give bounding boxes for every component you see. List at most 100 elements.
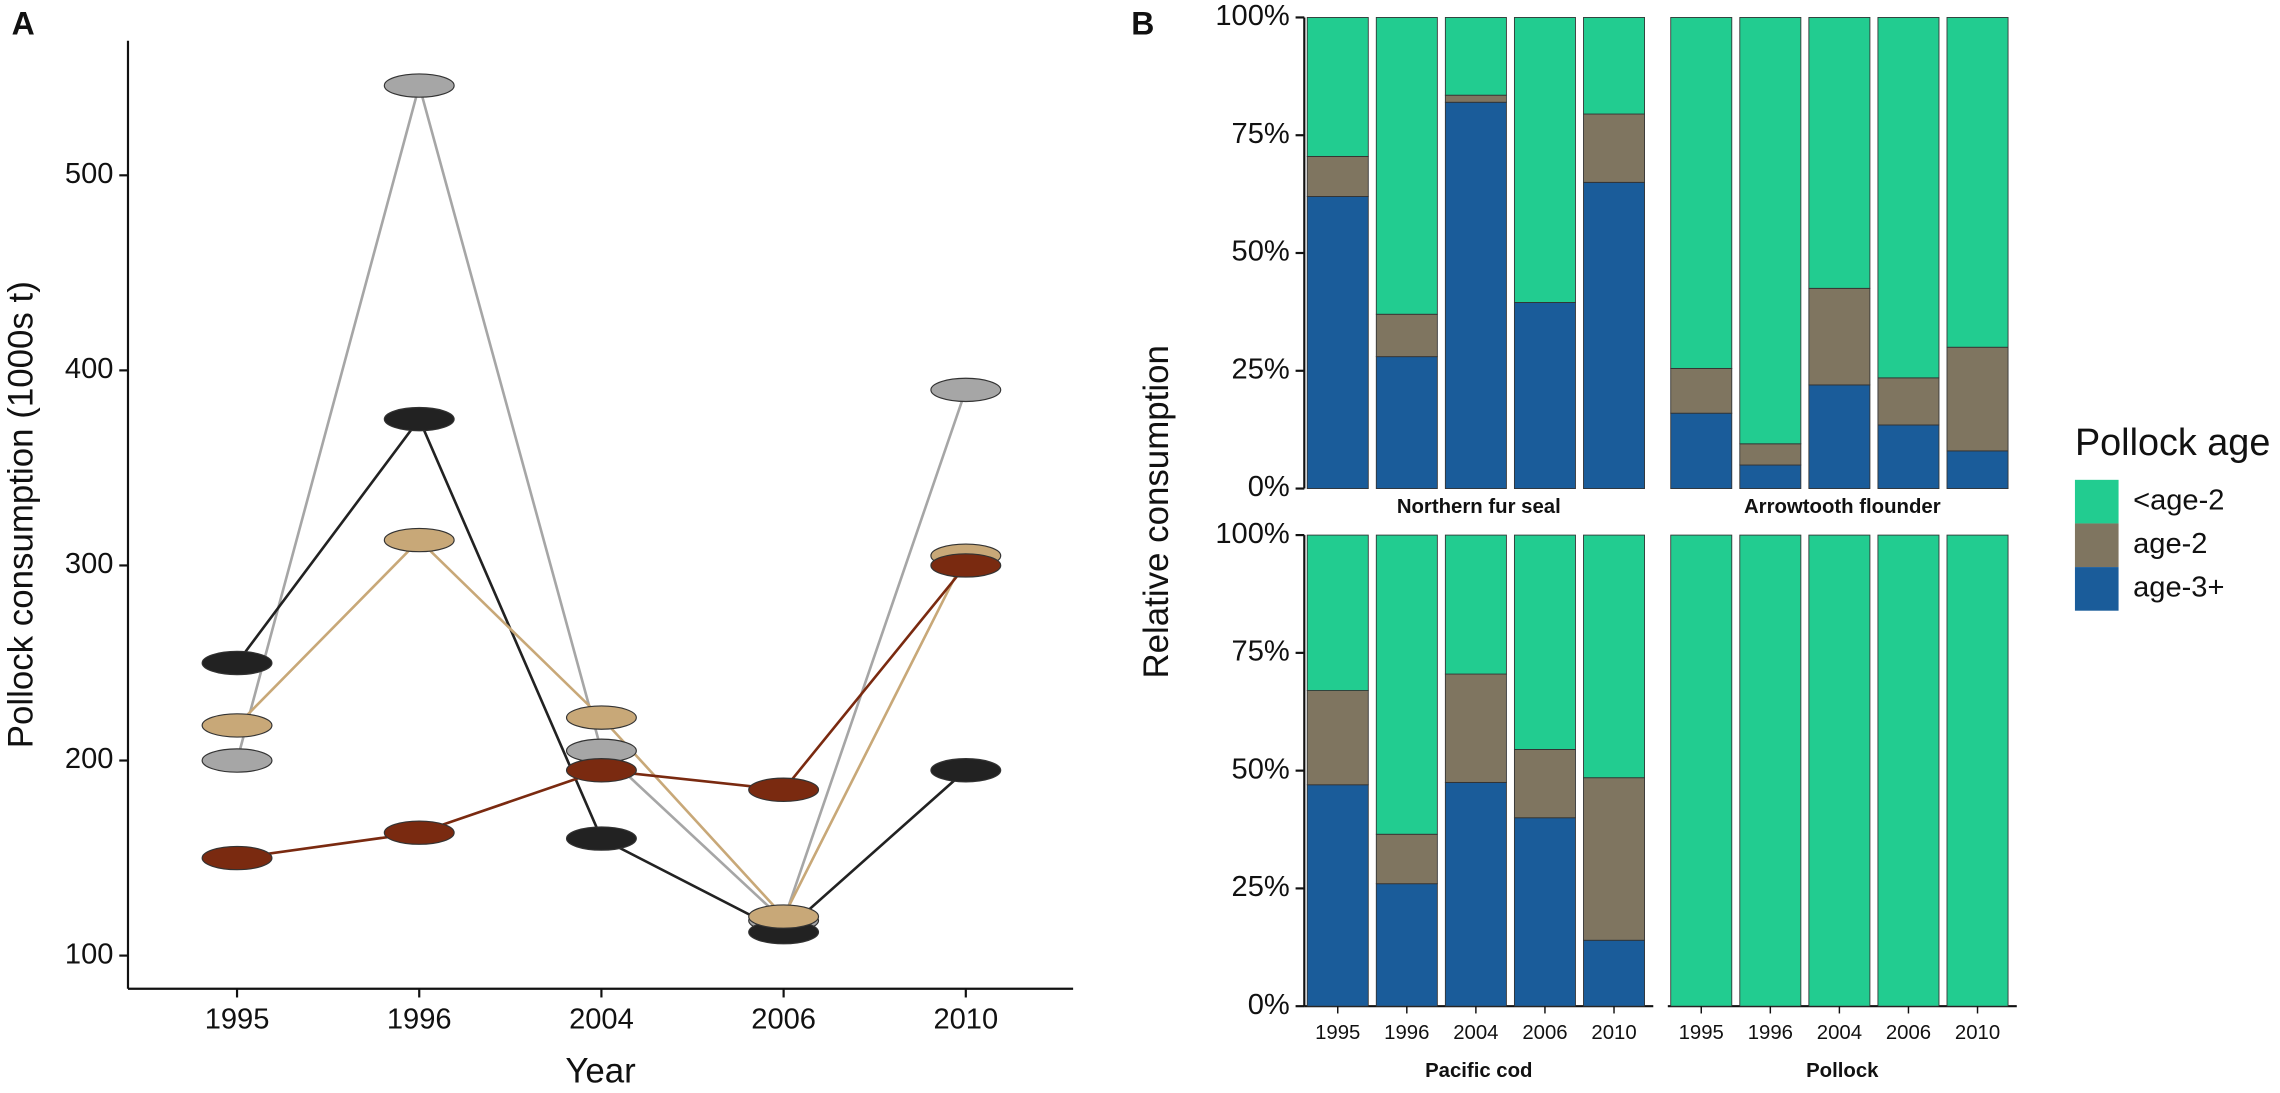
y-axis-label: Pollock consumption (1000s t) — [2, 281, 41, 748]
bar-segment — [1444, 534, 1507, 675]
bar-segment — [1444, 673, 1507, 783]
bar-segment — [1583, 534, 1645, 779]
data-point-icon — [930, 553, 1002, 578]
bar-segment — [1808, 287, 1871, 386]
legend-label: age-3+ — [2133, 572, 2224, 604]
x-tick-label: 2006 — [751, 1003, 816, 1035]
facet-title: Arrowtooth flounder — [1744, 496, 1941, 518]
bar-segment — [1513, 534, 1576, 750]
y-tick-label: 100% — [1215, 0, 1289, 32]
data-point-icon — [201, 650, 273, 676]
legend-label: <age-2 — [2133, 484, 2224, 516]
bar-segment — [1808, 534, 1871, 1007]
bar-segment — [1444, 781, 1507, 1007]
legend-key — [2074, 523, 2119, 568]
x-tick-label: 1996 — [1384, 1022, 1429, 1044]
facet-title: Northern fur seal — [1397, 496, 1561, 518]
panel-label: A — [12, 6, 35, 42]
bar-segment — [1583, 181, 1645, 489]
bar-segment — [1583, 777, 1645, 941]
series-line — [235, 416, 967, 934]
bar-segment — [1739, 464, 1802, 489]
bar-segment — [1444, 94, 1507, 103]
x-tick-label: 2004 — [1453, 1022, 1498, 1044]
y-tick-label: 0% — [1248, 471, 1290, 503]
facet-title: Pollock — [1806, 1060, 1879, 1082]
bar-segment — [1444, 17, 1507, 96]
data-point-icon — [201, 713, 273, 738]
y-axis-label: Relative consumption — [1137, 345, 1176, 678]
x-tick-label: 2010 — [1591, 1022, 1636, 1044]
bar-segment — [1375, 833, 1438, 885]
bar-segment — [1670, 534, 1733, 1007]
x-tick-label: 1996 — [1748, 1022, 1793, 1044]
bar-segment — [1877, 534, 1940, 1007]
bar-segment — [1306, 690, 1369, 786]
y-tick-label: 400 — [65, 353, 114, 385]
bar-segment — [1375, 356, 1438, 489]
data-point-icon — [930, 377, 1002, 403]
data-point-icon — [383, 527, 455, 553]
y-tick-label: 50% — [1232, 753, 1290, 785]
data-point-icon — [383, 820, 455, 845]
bar-segment — [1306, 534, 1369, 691]
data-point-icon — [930, 758, 1002, 783]
data-point-icon — [565, 705, 637, 730]
facet-title: Pacific cod — [1425, 1060, 1532, 1082]
bar-segment — [1444, 101, 1507, 489]
y-tick-label: 0% — [1248, 989, 1290, 1021]
bar-segment — [1306, 784, 1369, 1007]
data-point-icon — [201, 748, 273, 773]
bar-segment — [1375, 17, 1438, 315]
y-tick-label: 100 — [65, 938, 114, 970]
bar-segment — [1306, 196, 1369, 489]
bar-segment — [1946, 534, 2009, 1007]
data-point-icon — [383, 406, 455, 432]
bar-segment — [1808, 17, 1871, 289]
y-tick-label: 500 — [65, 158, 114, 190]
y-tick-label: 25% — [1232, 871, 1290, 903]
bar-segment — [1306, 155, 1369, 197]
bar-segment — [1513, 817, 1576, 1007]
bar-segment — [1946, 346, 2009, 452]
y-tick-label: 100% — [1215, 518, 1289, 550]
bar-segment — [1670, 17, 1733, 369]
x-tick-label: 2006 — [1522, 1022, 1567, 1044]
bar-segment — [1946, 17, 2009, 348]
bar-segment — [1513, 749, 1576, 819]
x-axis-label: Year — [565, 1051, 636, 1090]
series-line — [235, 80, 968, 923]
bar-segment — [1583, 939, 1645, 1007]
bar-segment — [1739, 17, 1802, 445]
data-point-icon — [748, 777, 820, 802]
x-tick-label: 2004 — [1817, 1022, 1862, 1044]
legend-title: Pollock age — [2075, 422, 2270, 464]
bar-segment — [1306, 17, 1369, 157]
x-tick-label: 1995 — [1315, 1022, 1360, 1044]
bar-segment — [1513, 302, 1576, 489]
y-tick-label: 200 — [65, 743, 114, 775]
bar-segment — [1739, 534, 1802, 1007]
x-tick-label: 1996 — [387, 1003, 452, 1035]
x-tick-label: 2004 — [569, 1003, 634, 1035]
y-tick-label: 300 — [65, 548, 114, 580]
bar-segment — [1375, 883, 1438, 1007]
y-tick-label: 50% — [1232, 236, 1290, 268]
data-point-icon — [383, 73, 455, 98]
bar-segment — [1877, 17, 1940, 379]
bar-segment — [1513, 17, 1576, 303]
data-point-icon — [201, 845, 273, 871]
y-tick-label: 75% — [1232, 118, 1290, 150]
bar-segment — [1946, 450, 2009, 489]
x-tick-label: 2010 — [1955, 1022, 2000, 1044]
bar-segment — [1375, 534, 1438, 835]
y-tick-label: 75% — [1232, 636, 1290, 668]
bar-segment — [1808, 384, 1871, 489]
legend-key — [2074, 479, 2119, 524]
bar-segment — [1375, 313, 1438, 358]
legend-key — [2074, 567, 2119, 611]
bar-segment — [1877, 424, 1940, 489]
x-tick-label: 1995 — [205, 1003, 270, 1035]
